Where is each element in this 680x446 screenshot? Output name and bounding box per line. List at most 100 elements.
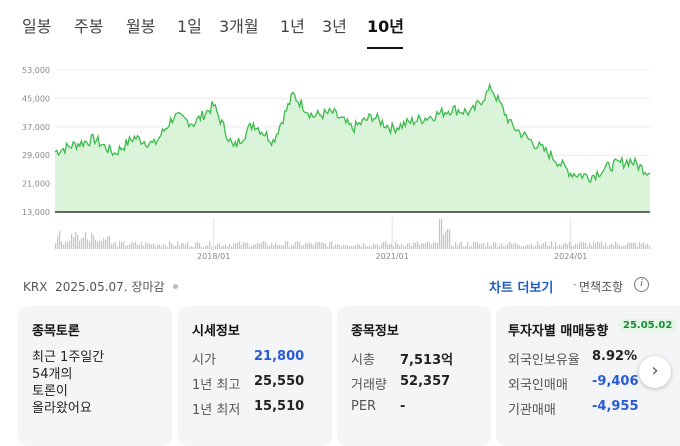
volume-bar bbox=[87, 239, 89, 249]
volume-bar bbox=[89, 241, 91, 249]
chevron-right-icon[interactable]: › bbox=[639, 356, 671, 388]
volume-bar bbox=[587, 246, 589, 249]
volume-bar bbox=[327, 246, 329, 249]
volume-bar bbox=[117, 246, 119, 249]
volume-bar bbox=[273, 245, 275, 249]
volume-bar bbox=[499, 245, 501, 249]
volume-bar bbox=[177, 241, 179, 249]
volume-bar bbox=[61, 241, 63, 249]
volume-bar bbox=[381, 243, 383, 249]
tab-3years[interactable]: 3년 bbox=[322, 17, 347, 36]
volume-bar bbox=[589, 242, 591, 249]
volume-bar bbox=[349, 246, 351, 249]
volume-bar bbox=[591, 245, 593, 249]
tab-3months[interactable]: 3개월 bbox=[219, 17, 259, 36]
tab-1year[interactable]: 1년 bbox=[280, 17, 305, 36]
y-tick-label: 21,000 bbox=[22, 180, 50, 189]
investor-trading-card[interactable]: 투자자별 매매동향 25.05.02 외국인보유율 8.92% 외국인매매 -9,4… bbox=[496, 306, 680, 446]
volume-bar bbox=[463, 246, 465, 249]
volume-bar bbox=[257, 242, 259, 249]
volume-bar bbox=[459, 243, 461, 249]
volume-bar bbox=[415, 242, 417, 249]
volume-bar bbox=[293, 245, 295, 249]
volume-bar bbox=[501, 243, 503, 249]
volume-bar bbox=[103, 238, 105, 249]
volume-bar bbox=[243, 241, 245, 249]
volume-bar bbox=[643, 242, 645, 249]
volume-bar bbox=[473, 241, 475, 249]
volume-bar bbox=[445, 231, 447, 249]
volume-bar bbox=[605, 242, 607, 249]
volume-bar bbox=[193, 246, 195, 249]
volume-bar bbox=[163, 243, 165, 249]
volume-bar bbox=[119, 241, 121, 249]
more-chart-link[interactable]: 차트 더보기 bbox=[489, 281, 554, 296]
volume-bar bbox=[525, 245, 527, 249]
stock-info-card[interactable]: 종목정보 시총 7,513억 거래량 52,357 PER - bbox=[337, 306, 491, 446]
price-info-card[interactable]: 시세정보 시가 21,800 1년 최고 25,550 1년 최저 15,510 bbox=[178, 306, 332, 446]
volume-bar bbox=[575, 243, 577, 249]
volume-bar bbox=[421, 243, 423, 249]
volume-bar bbox=[105, 239, 107, 249]
discussion-card[interactable]: 종목토론 최근 1주일간 54개의 토론이 올라왔어요 bbox=[18, 306, 172, 446]
info-circle-icon[interactable]: i bbox=[634, 277, 649, 292]
volume-bar bbox=[403, 246, 405, 249]
volume-bar bbox=[407, 243, 409, 249]
volume-bar bbox=[107, 236, 109, 249]
volume-bar bbox=[411, 245, 413, 249]
volume-bar bbox=[493, 242, 495, 249]
tab-1day[interactable]: 1일 bbox=[177, 17, 202, 36]
volume-bar bbox=[417, 241, 419, 249]
tab-10years[interactable]: 10년 bbox=[367, 17, 404, 36]
volume-bar bbox=[625, 245, 627, 249]
x-tick-label: 2024/01 bbox=[554, 252, 587, 261]
volume-bar bbox=[437, 242, 439, 249]
volume-bar bbox=[383, 241, 385, 249]
volume-bar bbox=[503, 246, 505, 249]
volume-bar bbox=[649, 245, 651, 249]
volume-bar bbox=[475, 242, 477, 249]
volume-bar bbox=[511, 243, 513, 249]
volume-bar bbox=[447, 229, 449, 249]
volume-bar bbox=[515, 242, 517, 249]
volume-bar bbox=[171, 243, 173, 249]
volume-bar bbox=[595, 243, 597, 249]
volume-bar bbox=[57, 236, 59, 249]
volume-bar bbox=[387, 244, 389, 249]
volume-bar bbox=[165, 245, 167, 249]
volume-bar bbox=[373, 243, 375, 249]
per-row: PER - bbox=[351, 399, 406, 414]
volume-bar bbox=[205, 245, 207, 249]
volume-bar bbox=[131, 241, 133, 249]
volume-bar bbox=[435, 242, 437, 249]
tab-monthly[interactable]: 월봉 bbox=[126, 17, 156, 36]
volume-bar bbox=[201, 246, 203, 249]
volume-bar bbox=[261, 242, 263, 249]
volume-bar bbox=[573, 245, 575, 249]
tab-weekly[interactable]: 주봉 bbox=[74, 17, 104, 36]
volume-bar bbox=[247, 242, 249, 249]
volume-bar bbox=[291, 245, 293, 249]
y-tick-label: 29,000 bbox=[22, 151, 50, 160]
active-tab-indicator bbox=[367, 47, 403, 49]
institution-trading-row: 기관매매 -4,955 bbox=[508, 399, 639, 418]
volume-bar bbox=[535, 245, 537, 249]
volume-bar bbox=[333, 246, 335, 249]
volume-bar bbox=[173, 245, 175, 249]
volume-bar bbox=[313, 245, 315, 249]
volume-bar bbox=[83, 237, 85, 249]
period-tabs: 일봉 주봉 월봉 1일 3개월 1년 3년 10년 bbox=[0, 0, 680, 50]
volume-bar bbox=[331, 241, 333, 249]
volume-bar bbox=[93, 235, 95, 249]
volume-bar bbox=[235, 242, 237, 249]
volume-bar bbox=[533, 246, 535, 249]
volume-bar bbox=[199, 243, 201, 249]
volume-bar bbox=[367, 246, 369, 249]
volume-bar bbox=[67, 241, 69, 249]
volume-bar bbox=[109, 235, 111, 249]
disclaimer-link[interactable]: 면책조항 bbox=[579, 280, 624, 294]
volume-bar bbox=[139, 244, 141, 249]
tab-daily[interactable]: 일봉 bbox=[22, 17, 52, 36]
volume-bar bbox=[549, 246, 551, 249]
volume-bar bbox=[601, 241, 603, 249]
